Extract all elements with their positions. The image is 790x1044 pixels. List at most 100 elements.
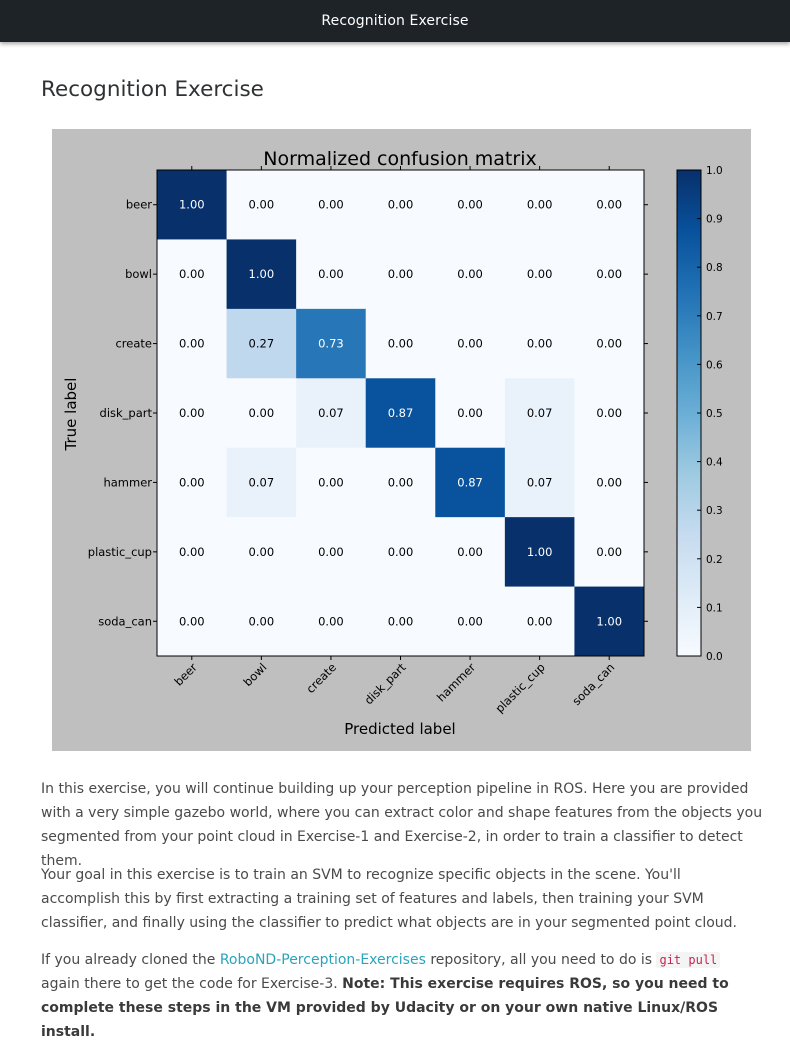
heatmap-cell xyxy=(226,447,297,518)
ros-note: Note: This exercise requires ROS, so you… xyxy=(41,976,729,1040)
cell-value-label: 0.00 xyxy=(457,406,483,420)
heatmap-cell xyxy=(226,308,297,379)
cell-value-label: 0.87 xyxy=(457,475,483,489)
colorbar-tick-label: 0.5 xyxy=(706,408,723,420)
cell-value-label: 0.00 xyxy=(318,614,344,628)
confusion-matrix-chart: 1.00 0.00 0.00 0.00 0.00 0.00 0.000.00 1.00 0.00… xyxy=(62,148,723,738)
heatmap-cell xyxy=(504,308,575,379)
cell-value-label: 0.00 xyxy=(596,267,622,281)
cell-value-label: 0.00 xyxy=(596,198,622,212)
cell-value-label: 0.00 xyxy=(596,337,622,351)
x-tick-label: hammer xyxy=(434,660,478,704)
heatmap-cell xyxy=(365,378,436,449)
y-axis-label: True label xyxy=(62,378,80,452)
cell-value-label: 0.00 xyxy=(388,614,414,628)
heatmap-cell xyxy=(365,517,436,588)
heatmap-cell xyxy=(296,239,367,310)
cell-value-label: 0.00 xyxy=(596,406,622,420)
cell-value-label: 0.00 xyxy=(249,406,275,420)
top-bar-title: Recognition Exercise xyxy=(321,13,469,29)
cell-value-label: 0.07 xyxy=(527,406,553,420)
heatmap-cell xyxy=(157,308,228,379)
y-tick-label: disk_part xyxy=(100,406,153,420)
heatmap-cell xyxy=(226,378,297,449)
cell-value-label: 0.00 xyxy=(249,614,275,628)
heatmap-cell xyxy=(504,586,575,657)
chart-title: Normalized confusion matrix xyxy=(263,148,536,170)
x-tick-label: beer xyxy=(171,660,200,689)
x-tick-label: plastic_cup xyxy=(492,660,547,715)
heatmap-cell xyxy=(504,517,575,588)
y-tick-label: plastic_cup xyxy=(88,545,152,559)
cell-value-label: 0.00 xyxy=(457,545,483,559)
heatmap-cell xyxy=(504,170,575,240)
goal-paragraph: Your goal in this exercise is to train a… xyxy=(41,867,737,931)
cell-value-label: 0.00 xyxy=(388,545,414,559)
cell-value-label: 0.00 xyxy=(179,475,205,489)
heatmap-cell xyxy=(435,378,506,449)
cell-value-label: 0.00 xyxy=(179,267,205,281)
heatmap-cell xyxy=(435,308,506,379)
setup-text-start: If you already cloned the xyxy=(41,952,220,968)
x-tick-label: soda_can xyxy=(569,660,617,708)
heatmap-cell xyxy=(296,447,367,518)
heatmap-cell xyxy=(157,378,228,449)
heatmap-cell xyxy=(157,239,228,310)
heatmap-cell xyxy=(435,447,506,518)
heatmap-cell xyxy=(365,308,436,379)
heatmap-cell xyxy=(504,378,575,449)
colorbar-tick-label: 0.8 xyxy=(706,262,723,274)
heatmap-cell xyxy=(226,517,297,588)
heatmap-cell xyxy=(157,517,228,588)
x-tick-label: bowl xyxy=(241,660,270,689)
heatmap-cell xyxy=(574,308,645,379)
cell-value-label: 0.00 xyxy=(318,475,344,489)
heatmap-cell xyxy=(435,239,506,310)
colorbar-tick-label: 0.4 xyxy=(706,457,723,469)
heatmap-cell xyxy=(574,447,645,518)
intro-paragraph: In this exercise, you will continue buil… xyxy=(41,781,763,869)
y-tick-label: hammer xyxy=(103,475,152,489)
cell-value-label: 0.00 xyxy=(388,475,414,489)
cell-value-label: 0.00 xyxy=(249,198,275,212)
cell-value-label: 0.00 xyxy=(318,545,344,559)
cell-value-label: 0.07 xyxy=(249,475,275,489)
x-axis-label: Predicted label xyxy=(344,720,455,738)
cell-value-label: 0.00 xyxy=(249,545,275,559)
heatmap-cell xyxy=(574,170,645,240)
heatmap-cell xyxy=(365,170,436,240)
cell-value-label: 0.00 xyxy=(388,198,414,212)
cell-value-label: 0.73 xyxy=(318,337,344,351)
cell-value-label: 0.00 xyxy=(457,614,483,628)
heatmap-cell xyxy=(435,170,506,240)
cell-value-label: 0.00 xyxy=(457,198,483,212)
page-title: Recognition Exercise xyxy=(41,77,264,102)
cell-value-label: 0.00 xyxy=(179,614,205,628)
cell-value-label: 0.00 xyxy=(318,267,344,281)
setup-text-post: again there to get the code for Exercise… xyxy=(41,976,343,992)
heatmap-cell xyxy=(504,239,575,310)
heatmap-cell xyxy=(296,517,367,588)
cell-value-label: 0.00 xyxy=(527,267,553,281)
heatmap-cell xyxy=(435,586,506,657)
y-tick-label: soda_can xyxy=(98,614,152,628)
cell-value-label: 0.87 xyxy=(388,406,414,420)
heatmap-cell xyxy=(157,447,228,518)
cell-value-label: 0.00 xyxy=(179,406,205,420)
heatmap-cell xyxy=(157,170,228,240)
cell-value-label: 0.00 xyxy=(388,337,414,351)
colorbar-tick-label: 0.1 xyxy=(706,602,723,614)
cell-value-label: 0.00 xyxy=(596,545,622,559)
heatmap-cell xyxy=(296,170,367,240)
heatmap-cell xyxy=(574,239,645,310)
x-tick-label: create xyxy=(303,660,339,696)
repo-link[interactable]: RoboND-Perception-Exercises xyxy=(219,952,426,968)
cell-value-label: 0.00 xyxy=(527,337,553,351)
git-pull-code: git pull xyxy=(656,952,721,968)
colorbar-tick-label: 0.3 xyxy=(706,505,723,517)
top-bar: Recognition Exercise xyxy=(0,0,790,42)
heatmap-cell xyxy=(157,586,228,657)
heatmap-cell xyxy=(365,239,436,310)
heatmap-cell xyxy=(226,170,297,240)
cell-value-label: 0.00 xyxy=(527,614,553,628)
